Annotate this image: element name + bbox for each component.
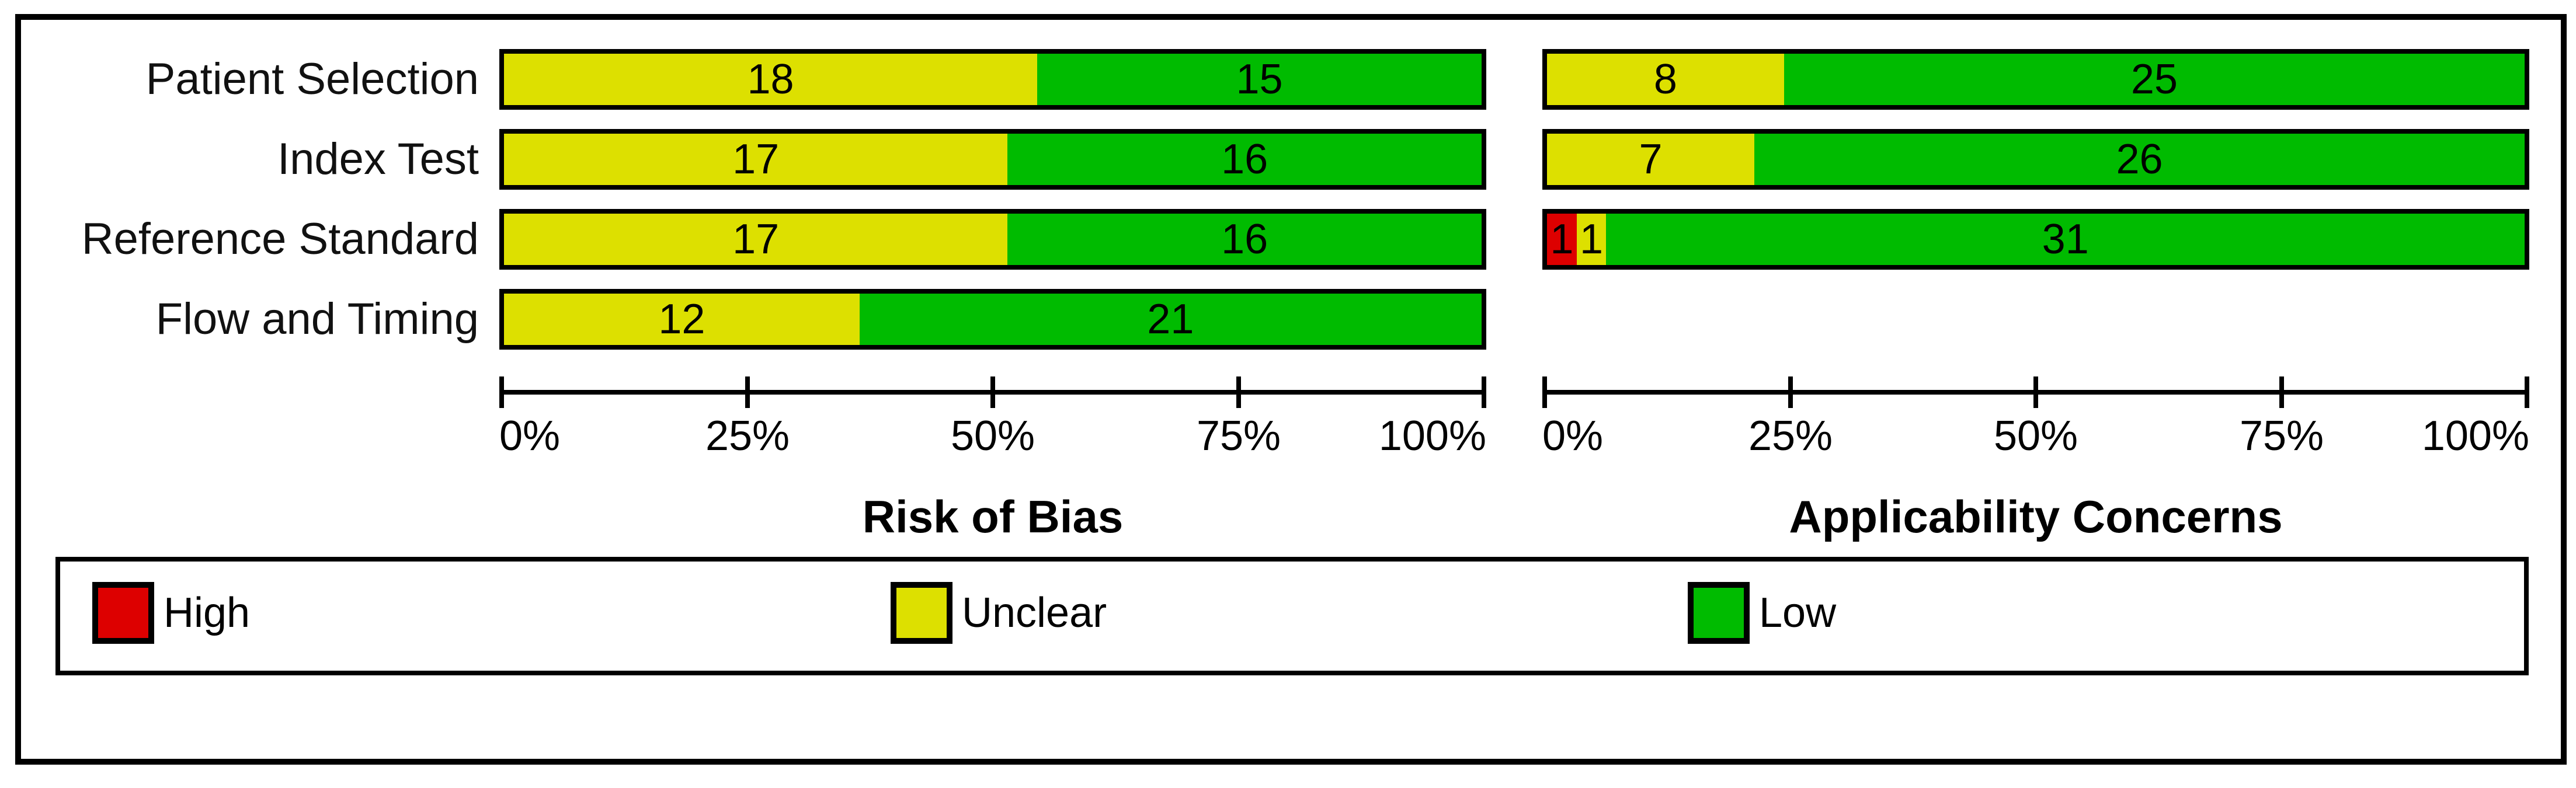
bar-segment-low: 31 [1606,214,2525,265]
segment-count: 1 [1550,216,1574,263]
legend-item-high: High [92,582,250,644]
bar-segment-low: 21 [859,294,1482,345]
segment-count: 31 [2042,216,2089,263]
legend-swatch-unclear [891,582,952,644]
legend-label: Low [1759,590,1837,636]
bar-segment-unclear: 1 [1576,214,1607,265]
category-label: Flow and Timing [155,294,479,344]
segment-count: 18 [747,56,794,103]
segment-count: 16 [1221,216,1268,263]
x-axis-tick [1542,376,1547,408]
bar-segment-low: 26 [1754,134,2525,185]
x-axis-tick-label: 50% [950,413,1035,459]
legend-label: Unclear [962,590,1107,636]
category-label: Patient Selection [145,54,479,104]
bar-segment-unclear: 18 [504,54,1038,105]
legend-item-unclear: Unclear [891,582,1107,644]
segment-count: 15 [1236,56,1283,103]
x-axis-tick-label: 75% [1196,413,1281,459]
bar-row: 8 25 [1542,49,2529,110]
segment-count: 7 [1639,136,1663,183]
legend-box [55,557,2529,675]
legend-item-low: Low [1688,582,1836,644]
segment-count: 17 [732,136,780,183]
x-axis-tick-label: 75% [2239,413,2324,459]
x-axis-tick-label: 0% [1542,413,1604,459]
bar-segment-low: 25 [1784,54,2525,105]
x-axis-tick-label: 100% [1378,413,1486,459]
segment-count: 12 [658,296,705,343]
bar-row: 1 1 31 [1542,209,2529,270]
segment-count: 1 [1580,216,1604,263]
bar-row: 17 16 [499,129,1486,190]
bar-segment-unclear: 17 [504,134,1008,185]
bar-row: 17 16 [499,209,1486,270]
x-axis-tick [2033,376,2038,408]
legend-swatch-low [1688,582,1750,644]
x-axis-tick-label: 25% [705,413,790,459]
bar-segment-unclear: 7 [1547,134,1755,185]
x-axis-tick-label: 0% [499,413,561,459]
bar-segment-unclear: 17 [504,214,1008,265]
legend-swatch-high [92,582,154,644]
bar-segment-high: 1 [1547,214,1577,265]
bar-row: 12 21 [499,289,1486,350]
segment-count: 21 [1147,296,1194,343]
segment-count: 16 [1221,136,1268,183]
x-axis-tick [2525,376,2529,408]
segment-count: 25 [2130,56,2178,103]
x-axis-tick [2279,376,2284,408]
x-axis-tick [1788,376,1793,408]
x-axis-tick [499,376,504,408]
legend-label: High [164,590,251,636]
category-label: Reference Standard [81,214,479,264]
bar-segment-low: 16 [1007,134,1482,185]
risk-of-bias-title: Risk of Bias [862,491,1124,542]
segment-count: 26 [2116,136,2163,183]
x-axis-tick [1236,376,1241,408]
applicability-concerns-title: Applicability Concerns [1789,491,2283,542]
x-axis-tick-label: 50% [1993,413,2078,459]
figure-border [15,14,2567,765]
bar-segment-low: 16 [1007,214,1482,265]
segment-count: 17 [732,216,780,263]
bar-row: 7 26 [1542,129,2529,190]
bar-segment-unclear: 8 [1547,54,1784,105]
category-label: Index Test [277,134,479,184]
bar-row: 18 15 [499,49,1486,110]
x-axis-tick-label: 25% [1748,413,1833,459]
bar-segment-unclear: 12 [504,294,860,345]
x-axis-tick [990,376,995,408]
x-axis-tick [745,376,750,408]
segment-count: 8 [1653,56,1677,103]
x-axis-tick [1482,376,1486,408]
bar-segment-low: 15 [1037,54,1482,105]
x-axis-tick-label: 100% [2421,413,2529,459]
